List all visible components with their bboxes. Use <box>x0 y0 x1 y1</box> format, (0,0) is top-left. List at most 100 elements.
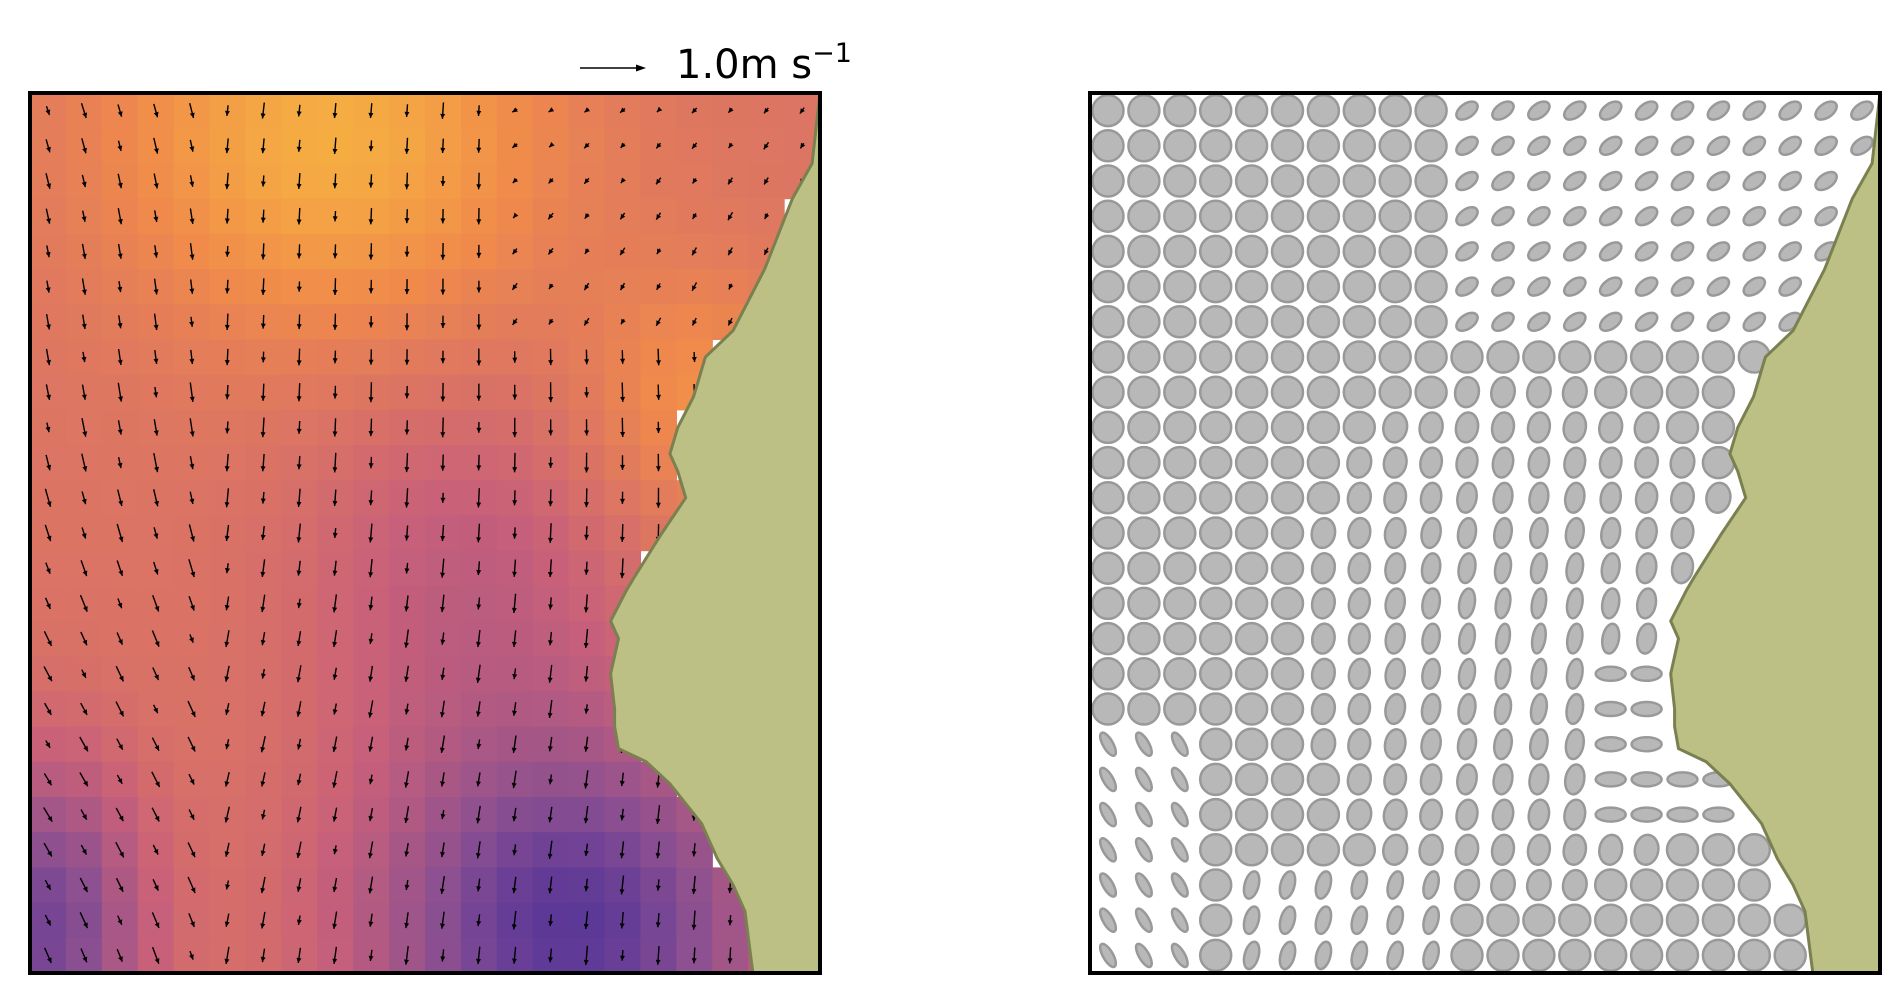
velocity-arrowhead <box>476 537 482 543</box>
velocity-arrowhead <box>476 711 481 717</box>
velocity-arrowhead <box>81 394 87 400</box>
velocity-arrowhead <box>153 289 159 295</box>
tidal-ellipse <box>1564 516 1586 550</box>
velocity-arrowhead <box>584 850 589 856</box>
tidal-ellipse <box>1778 205 1803 227</box>
tidal-ellipse <box>1234 340 1269 374</box>
tidal-ellipse <box>1701 375 1736 409</box>
velocity-arrowhead <box>224 466 230 472</box>
tidal-ellipse <box>1091 93 1125 128</box>
velocity-arrowhead <box>189 358 195 365</box>
velocity-arrowhead <box>82 147 87 154</box>
tidal-ellipse <box>1098 766 1118 793</box>
velocity-arrowhead <box>117 323 123 329</box>
tidal-ellipse <box>1494 587 1512 620</box>
tidal-ellipse <box>1270 445 1305 480</box>
velocity-arrowhead <box>691 924 697 930</box>
tidal-ellipse <box>1170 766 1189 793</box>
velocity-arrowhead <box>190 571 196 578</box>
velocity-arrowhead <box>512 816 517 822</box>
velocity-arrowhead <box>404 922 410 929</box>
velocity-arrowhead <box>190 745 196 752</box>
velocity-arrowhead <box>260 254 266 260</box>
tidal-ellipse <box>1378 305 1412 339</box>
tidal-ellipse <box>1198 340 1233 374</box>
velocity-arrowhead <box>83 922 88 929</box>
velocity-arrowhead <box>190 851 196 858</box>
velocity-arrowhead <box>189 112 195 118</box>
tidal-ellipse <box>1091 481 1125 515</box>
velocity-arrowhead <box>296 360 302 366</box>
velocity-arrowhead <box>513 212 519 219</box>
velocity-arrowhead <box>404 251 410 257</box>
velocity-arrowhead <box>656 142 662 149</box>
velocity-arrowhead <box>583 923 589 930</box>
tidal-ellipse <box>1418 833 1444 866</box>
tidal-ellipse <box>1134 907 1153 933</box>
velocity-arrowhead <box>296 677 302 683</box>
velocity-arrowhead <box>224 360 230 366</box>
tidal-ellipse <box>1314 870 1333 900</box>
velocity-arrowhead <box>117 253 123 259</box>
velocity-arrowhead <box>153 392 159 398</box>
velocity-arrowhead <box>260 571 266 577</box>
velocity-arrowhead <box>189 181 195 187</box>
tidal-ellipse <box>1127 692 1161 726</box>
velocity-arrowhead <box>296 852 302 858</box>
velocity-arrowhead <box>332 393 338 399</box>
velocity-arrowhead <box>154 745 159 751</box>
tidal-ellipse <box>1456 763 1478 796</box>
velocity-arrowhead <box>655 885 661 891</box>
tidal-ellipse <box>1134 837 1153 863</box>
tidal-ellipse <box>1091 199 1125 233</box>
velocity-arrowhead <box>583 676 589 682</box>
velocity-arrowhead <box>548 501 554 507</box>
tidal-ellipse <box>1414 164 1448 198</box>
tidal-ellipse <box>1492 763 1514 796</box>
velocity-arrowhead <box>261 673 266 679</box>
velocity-arrowhead <box>512 394 518 400</box>
velocity-arrowhead <box>189 814 195 820</box>
velocity-arrowhead <box>476 427 482 433</box>
tidal-ellipse <box>1491 241 1515 262</box>
tidal-ellipse <box>1127 516 1161 550</box>
velocity-arrowhead <box>46 603 51 609</box>
tidal-ellipse <box>1490 833 1516 866</box>
tidal-ellipse <box>1091 445 1125 480</box>
velocity-arrowhead <box>190 887 196 893</box>
velocity-arrowhead <box>82 112 88 118</box>
tidal-ellipse <box>1737 938 1772 973</box>
tidal-ellipse <box>1491 446 1515 479</box>
tidal-ellipse <box>1234 516 1269 550</box>
velocity-arrowhead <box>512 849 518 856</box>
tidal-ellipse <box>1528 763 1550 796</box>
velocity-arrowhead <box>620 142 626 148</box>
tidal-ellipse <box>1701 833 1736 867</box>
velocity-arrowhead <box>512 142 518 148</box>
velocity-arrowhead <box>368 431 374 437</box>
velocity-arrowhead <box>117 182 123 189</box>
tidal-ellipse <box>1234 375 1269 409</box>
velocity-arrowhead <box>440 781 446 787</box>
tidal-ellipse <box>1163 410 1197 445</box>
tidal-ellipse <box>1814 135 1838 157</box>
tidal-ellipse <box>1665 903 1700 937</box>
tidal-ellipse <box>1270 410 1305 445</box>
velocity-arrowhead <box>118 744 123 750</box>
velocity-arrowhead <box>119 710 124 717</box>
tidal-ellipse <box>1525 376 1552 409</box>
velocity-arrowhead <box>728 142 734 149</box>
tidal-ellipse <box>1234 586 1269 621</box>
velocity-arrowhead <box>621 318 626 325</box>
tidal-ellipse <box>1670 552 1695 585</box>
tidal-ellipse <box>1091 586 1125 621</box>
velocity-arrowhead <box>260 850 266 856</box>
tidal-ellipse <box>1270 129 1305 163</box>
tidal-ellipse <box>1127 93 1161 128</box>
velocity-arrowhead <box>296 253 302 259</box>
velocity-arrowhead <box>118 500 123 506</box>
velocity-arrowhead <box>224 535 230 541</box>
tidal-ellipse <box>1490 411 1516 444</box>
velocity-arrowhead <box>332 570 338 576</box>
velocity-arrowhead <box>476 920 482 927</box>
